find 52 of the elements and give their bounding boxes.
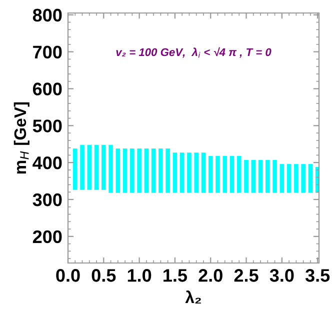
bar (102, 144, 106, 190)
bar (122, 148, 128, 193)
bar (87, 144, 92, 190)
bar (194, 152, 198, 193)
y-tick-label: 500 (32, 120, 62, 132)
x-tick-label: 2.5 (234, 269, 258, 282)
y-tick-label: 600 (32, 82, 62, 96)
y-tick-label: 700 (33, 46, 62, 58)
bar (236, 156, 242, 193)
x-tick-label: 3.5 (305, 269, 330, 282)
y-tick-label: 800 (32, 8, 62, 22)
bar (151, 148, 156, 193)
bar (222, 156, 228, 193)
bar (201, 152, 206, 193)
bar (172, 152, 178, 193)
bar (144, 148, 149, 193)
bar (72, 148, 78, 190)
bar (266, 160, 270, 193)
x-tick-label: 0.5 (92, 269, 116, 282)
bar (130, 148, 134, 193)
x-tick-label: 3.0 (270, 269, 294, 282)
bar (272, 160, 277, 193)
y-tick-label: 200 (32, 230, 62, 244)
bar (166, 148, 170, 193)
bar (286, 164, 292, 193)
bar (258, 160, 263, 193)
x-axis-title: λ₂ (185, 290, 201, 304)
y-tick-label: 400 (32, 156, 62, 170)
bar (137, 148, 142, 193)
x-tick-label: 0.0 (56, 269, 80, 282)
bar (80, 144, 84, 190)
bar (208, 156, 213, 193)
bar (187, 152, 192, 193)
bar (108, 144, 113, 193)
x-tick-label: 1.0 (128, 269, 152, 282)
y-axis-title: m$_{H}$ [GeV] (14, 102, 30, 174)
annotation: v₂ = 100 GeV, λ$_{i}$ < √4 π , T = 0 (116, 47, 272, 58)
y-tick-label: 300 (32, 193, 62, 206)
bar (294, 164, 298, 193)
bar (180, 152, 184, 193)
bar (158, 148, 163, 193)
bar (230, 156, 234, 193)
bar (308, 164, 313, 193)
x-tick-label: 2.0 (198, 269, 222, 282)
bar (94, 144, 99, 190)
bar (116, 148, 120, 193)
bar (280, 164, 284, 193)
bar (301, 164, 306, 193)
bar (251, 160, 256, 193)
bar (216, 156, 220, 193)
bar (244, 160, 248, 193)
x-tick-label: 1.5 (164, 269, 188, 282)
